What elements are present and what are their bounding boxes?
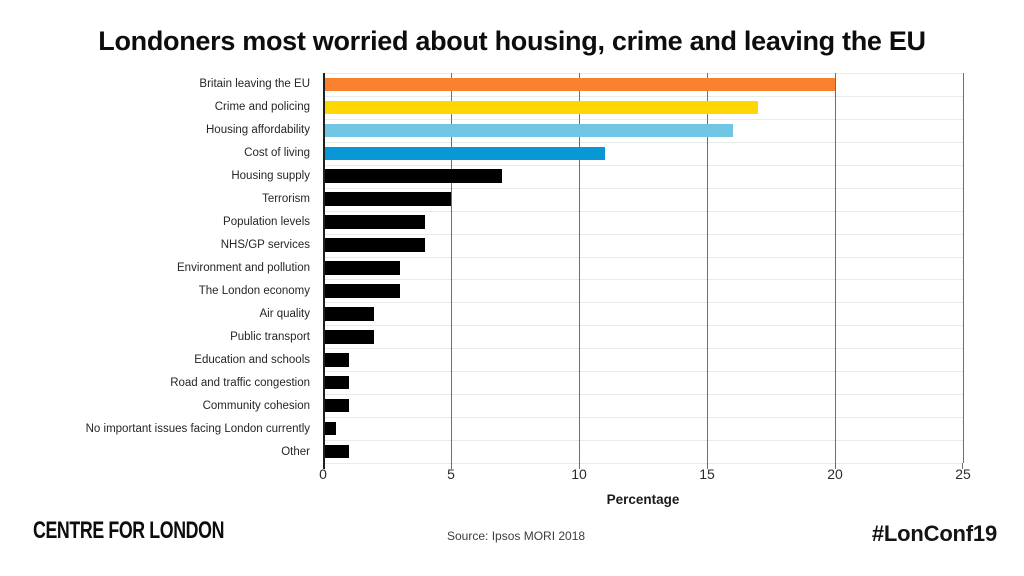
x-tick-label: 20	[827, 466, 843, 482]
y-axis-line	[323, 73, 325, 469]
row-separator-line	[323, 463, 963, 464]
row-separator-line	[323, 256, 963, 258]
category-label: Road and traffic congestion	[170, 376, 310, 389]
category-label: Air quality	[259, 307, 311, 320]
x-tick-label: 25	[955, 466, 971, 482]
category-label: Housing supply	[231, 170, 310, 183]
row-separator-line	[323, 95, 963, 97]
bar	[323, 146, 605, 161]
x-tick-label: 5	[447, 466, 455, 482]
bar	[323, 421, 336, 436]
bar	[323, 261, 400, 275]
category-label: Britain leaving the EU	[199, 78, 310, 91]
row-separator-line	[323, 417, 963, 419]
row-separator-line	[323, 325, 963, 327]
bar	[323, 123, 733, 138]
category-label: The London economy	[198, 284, 310, 297]
row-separator-line	[323, 440, 963, 442]
row-separator-line	[323, 141, 963, 143]
x-axis-title: Percentage	[606, 492, 680, 507]
bar	[323, 284, 400, 298]
category-label: Other	[281, 445, 310, 458]
category-labels: Britain leaving the EU Crime and policing…	[0, 73, 317, 463]
x-gridline	[579, 73, 580, 463]
row-separator-line	[323, 279, 963, 281]
row-separator-line	[323, 394, 963, 396]
bar	[323, 77, 835, 92]
bar	[323, 238, 426, 252]
row-separator-line	[323, 302, 963, 304]
source-caption: Source: Ipsos MORI 2018	[447, 529, 586, 543]
bar	[323, 398, 349, 413]
x-tick-mark	[835, 463, 836, 469]
row-separator-line	[323, 371, 963, 373]
x-gridline	[835, 73, 836, 463]
category-label: Community cohesion	[202, 399, 310, 412]
bar	[323, 215, 426, 229]
row-separator-line	[323, 73, 963, 74]
x-gridline	[451, 73, 452, 463]
category-label: Housing affordability	[206, 124, 310, 137]
x-tick-mark	[707, 463, 708, 469]
x-tick-mark	[579, 463, 580, 469]
x-tick-label: 15	[699, 466, 715, 482]
category-label: Education and schools	[194, 353, 310, 366]
category-label: NHS/GP services	[220, 239, 310, 252]
row-separator-line	[323, 348, 963, 350]
category-label: Cost of living	[244, 147, 310, 160]
x-tick-labels: 0 5 10 15 20 25	[319, 466, 971, 484]
bar	[323, 444, 349, 459]
category-label: No important issues facing London curren…	[85, 422, 310, 435]
chart-title: Londoners most worried about housing, cr…	[98, 26, 926, 56]
bar	[323, 307, 375, 321]
bar	[323, 192, 451, 206]
x-tick-mark	[962, 463, 963, 469]
x-tick-label: 0	[319, 466, 327, 482]
x-gridline	[707, 73, 708, 463]
category-label: Terrorism	[262, 193, 310, 206]
x-tick-mark	[451, 463, 452, 469]
row-separator-line	[323, 210, 963, 212]
bar	[323, 169, 503, 183]
bar	[323, 330, 375, 344]
bar	[323, 100, 759, 115]
centre-for-london-logo: CENTRE FOR LONDON	[33, 517, 225, 544]
category-label: Environment and pollution	[177, 261, 310, 274]
row-separator-line	[323, 118, 963, 120]
category-label: Population levels	[223, 216, 310, 229]
bar	[323, 353, 349, 367]
row-separator-line	[323, 164, 963, 166]
category-label: Public transport	[230, 330, 310, 343]
category-label: Crime and policing	[214, 101, 310, 114]
plot-area	[323, 73, 964, 469]
x-gridline	[963, 73, 964, 463]
hashtag-label: #LonConf19	[871, 521, 997, 546]
x-tick-label: 10	[571, 466, 587, 482]
bar	[323, 375, 349, 390]
row-separator-line	[323, 233, 963, 235]
row-separator-line	[323, 187, 963, 189]
